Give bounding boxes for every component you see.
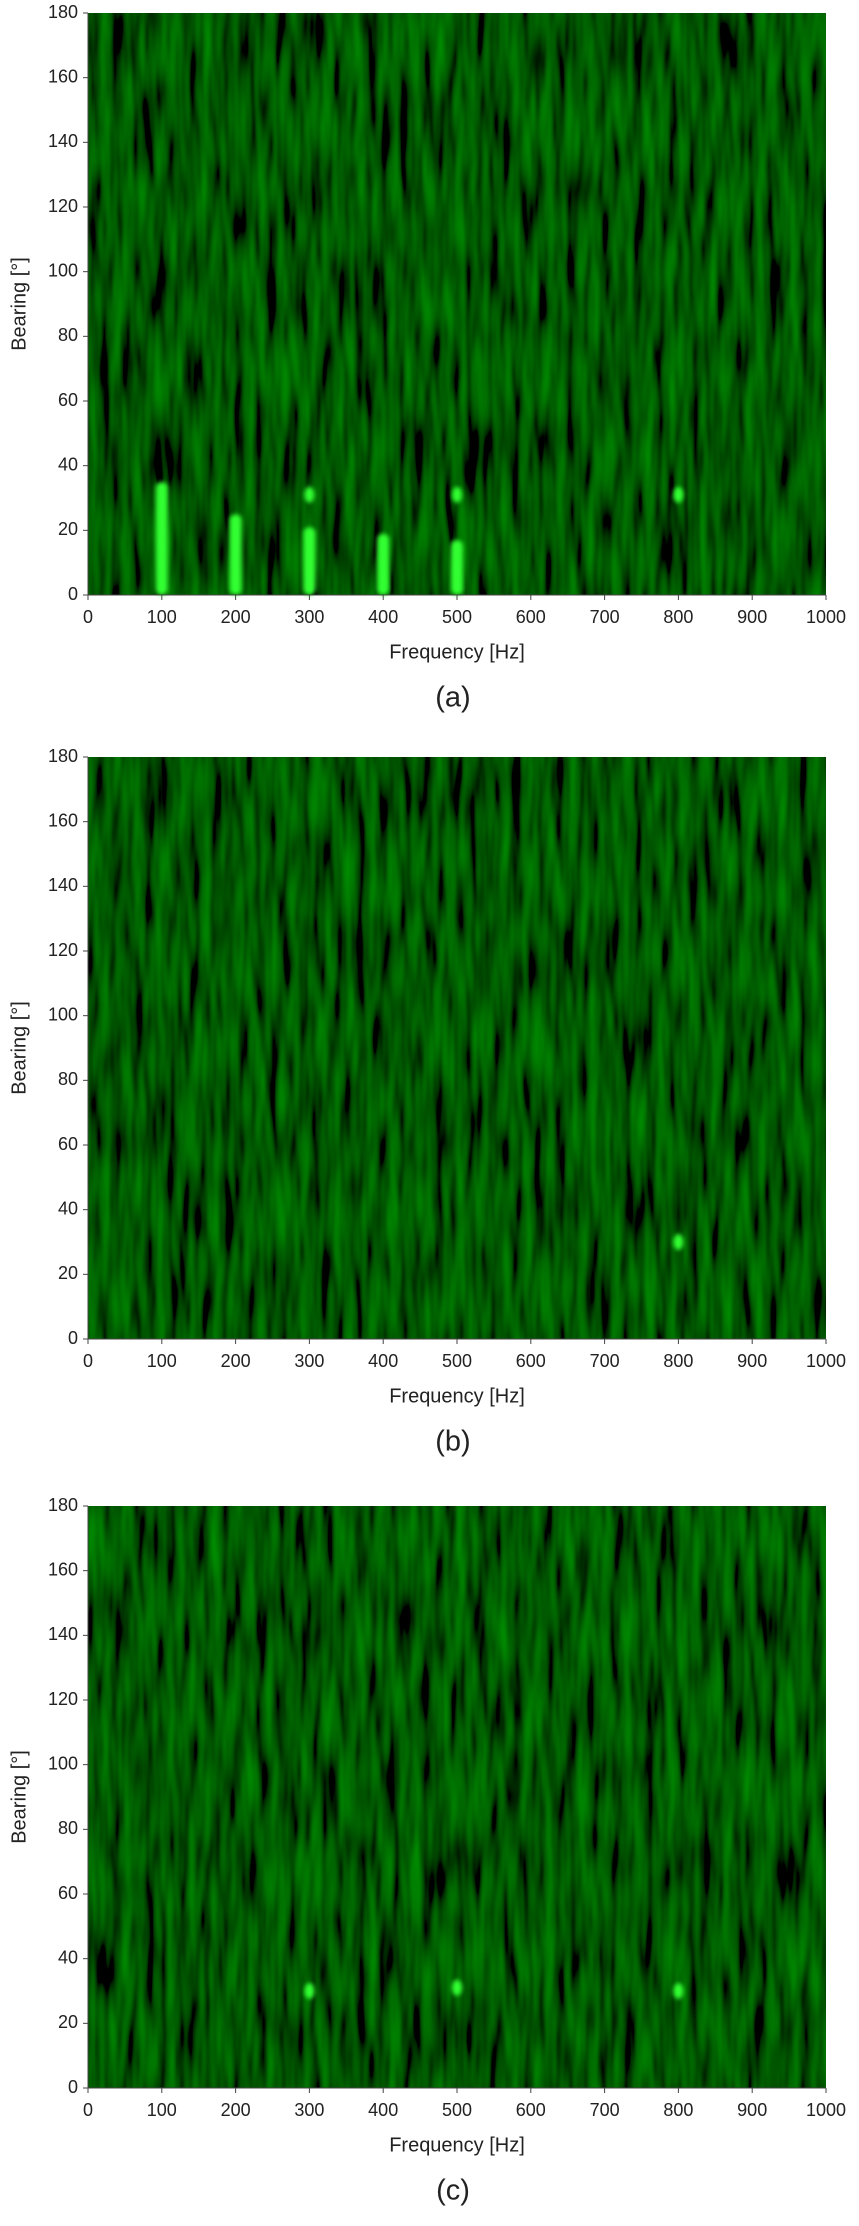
x-tick-label: 500 — [442, 607, 472, 627]
y-tick-label: 0 — [68, 1328, 78, 1348]
y-axis-label: Bearing [°] — [8, 1750, 30, 1844]
y-tick-label: 60 — [58, 390, 78, 410]
y-tick-label: 160 — [48, 810, 78, 830]
y-tick-label: 100 — [48, 1004, 78, 1024]
streak — [303, 527, 316, 595]
chart-panel: 0 100 200 300 400 500 600 700 800 900 1000 0 20 40 60 8… — [8, 1495, 846, 2207]
spot — [673, 1234, 684, 1250]
x-tick-label: 400 — [368, 2100, 398, 2120]
y-axis-label: Bearing [°] — [8, 257, 30, 351]
spot — [452, 486, 462, 503]
x-tick-label: 1000 — [806, 2100, 846, 2120]
x-tick-label: 0 — [83, 2100, 93, 2120]
y-tick-label: 140 — [48, 1624, 78, 1644]
spot — [673, 1983, 684, 1999]
x-axis-label: Frequency [Hz] — [389, 2134, 525, 2156]
y-tick-label: 100 — [48, 1753, 78, 1773]
y-tick-label: 80 — [58, 1818, 78, 1838]
y-tick-label: 40 — [58, 454, 78, 474]
y-tick-label: 40 — [58, 1198, 78, 1218]
x-tick-label: 200 — [221, 1351, 251, 1371]
chart-panel: 0 100 200 300 400 500 600 700 800 900 1000 0 20 40 60 8… — [8, 746, 846, 1458]
x-tick-label: 0 — [83, 1351, 93, 1371]
chart-panel: 0 100 200 300 400 500 600 700 800 900 1000 0 20 40 60 8… — [8, 2, 846, 714]
y-axis-label: Bearing [°] — [8, 1001, 30, 1095]
y-tick-label: 20 — [58, 1263, 78, 1283]
y-tick-label: 40 — [58, 1947, 78, 1967]
y-tick-label: 160 — [48, 1559, 78, 1579]
y-tick-label: 60 — [58, 1134, 78, 1154]
x-tick-label: 600 — [516, 1351, 546, 1371]
x-tick-label: 800 — [663, 1351, 693, 1371]
caption: (a) — [435, 682, 470, 714]
y-tick-label: 180 — [48, 2, 78, 22]
y-tick-label: 180 — [48, 1495, 78, 1515]
y-tick-label: 140 — [48, 875, 78, 895]
x-tick-label: 100 — [147, 607, 177, 627]
y-tick-label: 140 — [48, 131, 78, 151]
noise-texture — [88, 1506, 826, 2088]
streak — [155, 481, 168, 595]
x-axis-label: Frequency [Hz] — [389, 1385, 525, 1407]
streak — [377, 533, 390, 595]
spot — [673, 486, 684, 503]
spot — [304, 1983, 315, 1999]
x-tick-label: 300 — [294, 607, 324, 627]
x-tick-label: 900 — [737, 2100, 767, 2120]
noise-texture — [88, 13, 826, 595]
y-tick-label: 120 — [48, 1689, 78, 1709]
y-tick-label: 160 — [48, 66, 78, 86]
y-tick-label: 80 — [58, 1069, 78, 1089]
x-tick-label: 700 — [590, 2100, 620, 2120]
x-tick-label: 400 — [368, 607, 398, 627]
x-tick-label: 500 — [442, 2100, 472, 2120]
y-tick-label: 60 — [58, 1883, 78, 1903]
spot — [452, 1979, 462, 1996]
x-tick-label: 700 — [590, 607, 620, 627]
x-tick-label: 300 — [294, 1351, 324, 1371]
spot — [304, 486, 315, 503]
x-tick-label: 1000 — [806, 1351, 846, 1371]
y-tick-label: 20 — [58, 2012, 78, 2032]
y-tick-label: 0 — [68, 584, 78, 604]
x-tick-label: 800 — [663, 2100, 693, 2120]
x-tick-label: 800 — [663, 607, 693, 627]
y-tick-label: 120 — [48, 940, 78, 960]
x-tick-label: 700 — [590, 1351, 620, 1371]
y-tick-label: 0 — [68, 2077, 78, 2097]
noise-texture — [88, 757, 826, 1339]
caption: (c) — [436, 2175, 470, 2207]
x-tick-label: 300 — [294, 2100, 324, 2120]
y-tick-label: 180 — [48, 746, 78, 766]
x-tick-label: 400 — [368, 1351, 398, 1371]
x-tick-label: 600 — [516, 607, 546, 627]
x-tick-label: 100 — [147, 2100, 177, 2120]
x-tick-label: 900 — [737, 1351, 767, 1371]
x-tick-label: 0 — [83, 607, 93, 627]
y-tick-label: 100 — [48, 260, 78, 280]
y-tick-label: 20 — [58, 519, 78, 539]
x-tick-label: 1000 — [806, 607, 846, 627]
x-tick-label: 900 — [737, 607, 767, 627]
streak — [229, 514, 242, 595]
x-tick-label: 200 — [221, 607, 251, 627]
x-tick-label: 500 — [442, 1351, 472, 1371]
y-tick-label: 120 — [48, 196, 78, 216]
x-tick-label: 100 — [147, 1351, 177, 1371]
y-tick-label: 80 — [58, 325, 78, 345]
x-tick-label: 200 — [221, 2100, 251, 2120]
caption: (b) — [435, 1426, 470, 1458]
x-axis-label: Frequency [Hz] — [389, 641, 525, 663]
x-tick-label: 600 — [516, 2100, 546, 2120]
streak — [451, 540, 463, 595]
